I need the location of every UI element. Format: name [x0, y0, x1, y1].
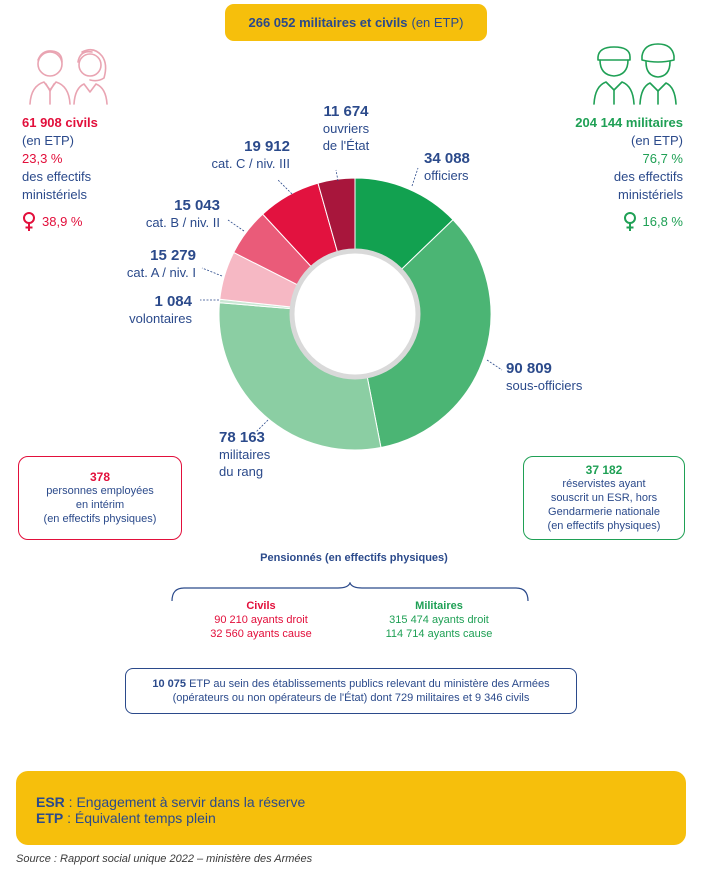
pensionnes-title: Pensionnés (en effectifs physiques)	[260, 552, 448, 564]
slice-value: 15 043	[174, 197, 220, 214]
slice-text: cat. C / niv. III	[211, 156, 290, 171]
slice-text: officiers	[424, 168, 469, 183]
militaires-female-pct: 16,8 %	[642, 214, 683, 229]
esr-abbr: ESR	[36, 794, 65, 810]
slice-text: ouvriers	[322, 121, 370, 136]
slice-text: cat. B / niv. II	[145, 215, 220, 230]
interim-number: 378	[89, 470, 111, 484]
slice-label-cat-b: 15 043 cat. B / niv. II	[118, 197, 220, 231]
pensionnes-militaires: Militaires 315 474 ayants droit 114 714 …	[364, 599, 514, 641]
etablissements-box: 10 075 ETP au sein des établissements pu…	[125, 668, 577, 714]
pensionnes-militaires-cause: 114 714 ayants cause	[385, 628, 493, 640]
esr-text: : Engagement à servir dans la réserve	[64, 794, 306, 810]
interim-line3: (en effectifs physiques)	[43, 513, 157, 525]
total-unit: (en ETP)	[411, 15, 464, 30]
reservistes-line4: (en effectifs physiques)	[547, 520, 661, 532]
reservistes-line3: Gendarmerie nationale	[548, 506, 660, 518]
pensionnes-militaires-heading: Militaires	[415, 600, 463, 612]
civils-desc1: des effectifs	[22, 169, 92, 184]
slice-value: 1 084	[154, 293, 192, 310]
slice-text: militaires	[219, 447, 271, 462]
slice-label-cat-a: 15 279 cat. A / niv. I	[96, 247, 196, 281]
leader-line-cat-c	[277, 179, 293, 195]
leader-line-cat-b	[227, 219, 245, 232]
civils-unit: (en ETP)	[22, 133, 75, 148]
reservistes-number: 37 182	[585, 463, 623, 477]
pensionnes-civils-heading: Civils	[246, 600, 276, 612]
pensionnes-civils-cause: 32 560 ayants cause	[210, 628, 312, 640]
militaires-desc1: des effectifs	[613, 169, 683, 184]
reservistes-line2: souscrit un ESR, hors	[550, 492, 658, 504]
slice-label-officiers: 34 088 officiers	[424, 150, 470, 184]
reservistes-line1: réservistes ayant	[562, 478, 646, 490]
pensionnes-civils-droit: 90 210 ayants droit	[214, 614, 308, 626]
slice-text: sous-officiers	[506, 378, 583, 393]
leader-line-ouvriers	[335, 169, 339, 182]
etp-text: : Équivalent temps plein	[63, 810, 216, 826]
slice-value: 34 088	[424, 150, 470, 167]
civils-female-pct: 38,9 %	[42, 214, 83, 229]
slice-value: 11 674	[323, 103, 369, 120]
interim-line2: en intérim	[75, 499, 125, 511]
slice-value: 15 279	[150, 247, 196, 264]
slice-value: 78 163	[219, 429, 265, 446]
donut-hole	[289, 248, 421, 380]
reservistes-box: 37 182 réservistes ayant souscrit un ESR…	[523, 456, 685, 540]
donut-chart	[200, 167, 503, 451]
etablissements-text: ETP au sein des établissements publics r…	[172, 678, 550, 704]
pensionnes-civils: Civils 90 210 ayants droit 32 560 ayants…	[186, 599, 336, 641]
female-symbol-icon	[623, 212, 636, 231]
militaires-unit: (en ETP)	[630, 133, 683, 148]
slice-text: cat. A / niv. I	[126, 265, 196, 280]
leader-line-militaires-rang	[255, 419, 269, 433]
couple-civilians-icon	[29, 48, 108, 105]
female-symbol-icon	[23, 212, 35, 231]
total-value: 266 052 militaires et civils	[248, 15, 408, 30]
slice-text: de l'État	[322, 138, 370, 153]
militaires-title: 204 144 militaires	[575, 115, 683, 130]
slice-label-sous-officiers: 90 809 sous-officiers	[506, 360, 582, 394]
total-pill: 266 052 militaires et civils (en ETP)	[225, 4, 487, 41]
pensionnes-brace	[171, 582, 529, 602]
slice-label-cat-c: 19 912 cat. C / niv. III	[186, 138, 290, 172]
civils-title: 61 908 civils	[22, 115, 98, 130]
abbreviation-legend: ESR : Engagement à servir dans la réserv…	[16, 771, 686, 845]
interim-box: 378 personnes employées en intérim (en e…	[18, 456, 182, 540]
slice-value: 90 809	[506, 360, 552, 377]
source-note: Source : Rapport social unique 2022 – mi…	[16, 853, 313, 865]
leader-line-cat-a	[201, 267, 223, 277]
leader-line-officiers	[411, 167, 419, 187]
slice-label-ouvriers: 11 674 ouvriers de l'État	[300, 103, 392, 154]
leader-line-sous-officiers	[486, 359, 503, 371]
militaires-desc2: ministériels	[617, 187, 683, 202]
civils-pct: 23,3 %	[22, 151, 63, 166]
civils-summary: 61 908 civils (en ETP) 23,3 % des effect…	[22, 114, 182, 232]
pensionnes-militaires-droit: 315 474 ayants droit	[389, 614, 489, 626]
interim-line1: personnes employées	[46, 485, 154, 497]
slice-label-volontaires: 1 084 volontaires	[100, 293, 192, 327]
etp-abbr: ETP	[36, 810, 64, 826]
couple-soldiers-icon	[593, 43, 677, 105]
slice-value: 19 912	[244, 138, 290, 155]
militaires-pct: 76,7 %	[642, 151, 683, 166]
etablissements-number: 10 075	[152, 678, 187, 690]
militaires-summary: 204 144 militaires (en ETP) 76,7 % des e…	[513, 114, 683, 232]
slice-text: volontaires	[129, 311, 192, 326]
slice-label-militaires-rang: 78 163 militaires du rang	[219, 429, 270, 480]
slice-text: du rang	[219, 464, 264, 479]
civils-desc2: ministériels	[22, 187, 88, 202]
